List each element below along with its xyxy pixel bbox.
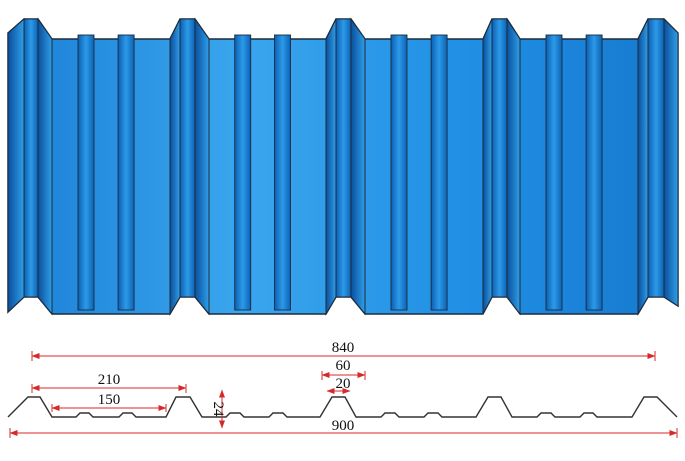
rib-side <box>169 18 181 316</box>
rib-side <box>637 18 649 316</box>
minor-rib <box>585 34 603 311</box>
major-rib <box>491 18 508 298</box>
dim-label-20: 20 <box>336 376 351 392</box>
roof-panel <box>7 17 679 316</box>
rib-side <box>194 17 210 316</box>
minor-rib <box>274 34 291 311</box>
dim-label-60: 60 <box>336 358 351 374</box>
dim-label-900: 900 <box>332 418 355 434</box>
major-rib <box>335 18 352 298</box>
dim-label-24: 24 <box>210 402 226 418</box>
dimension-labels: 840 210 150 60 20 24 900 <box>98 340 355 434</box>
rib-side <box>506 17 521 316</box>
minor-rib <box>390 34 408 311</box>
major-rib <box>647 18 665 298</box>
minor-ribs <box>77 34 603 311</box>
minor-rib <box>117 34 135 311</box>
rib-side <box>325 18 337 316</box>
rib-side <box>350 17 366 316</box>
rib-side <box>482 18 493 315</box>
profile-line <box>7 396 678 418</box>
major-ribs <box>7 17 679 316</box>
rib-side <box>37 17 53 316</box>
dim-label-840: 840 <box>332 340 355 356</box>
minor-rib <box>545 34 563 311</box>
minor-rib <box>234 34 252 311</box>
cross-section-profile <box>7 396 678 418</box>
dim-label-150: 150 <box>98 392 121 408</box>
minor-rib <box>430 34 448 311</box>
rib-side <box>7 17 25 314</box>
dimension-annotations <box>9 351 678 438</box>
minor-rib <box>77 34 95 311</box>
rib-side <box>663 17 679 307</box>
dim-label-210: 210 <box>98 372 121 388</box>
major-rib <box>23 18 39 298</box>
major-rib <box>179 18 196 298</box>
